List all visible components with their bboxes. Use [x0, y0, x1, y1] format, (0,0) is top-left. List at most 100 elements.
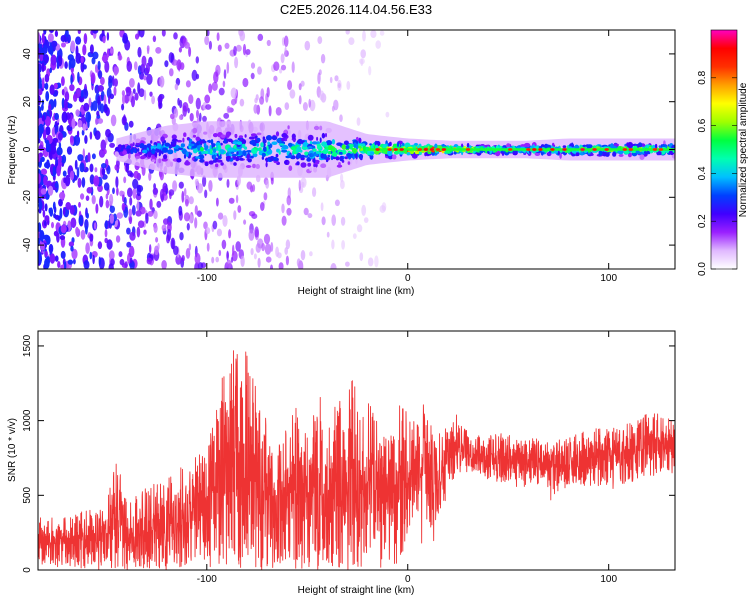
spectrogram-band-cell	[281, 149, 288, 153]
spectrogram-noise-cell	[239, 98, 245, 107]
spectrogram-band-cell	[246, 154, 250, 160]
spectrogram-noise-cell	[41, 99, 45, 106]
spectrogram-band-cell	[204, 146, 208, 151]
spectrogram-band-cell	[203, 131, 208, 135]
spectrogram-noise-cell	[43, 234, 50, 241]
spectrogram-noise-cell	[300, 250, 306, 261]
spectrogram-noise-cell	[257, 66, 262, 75]
spectrogram-band-cell	[139, 143, 145, 149]
spectrogram-band-peak	[465, 148, 471, 151]
spectrogram-noise-cell	[233, 45, 237, 56]
spectrogram-noise-cell	[326, 231, 330, 238]
spectrogram-noise-cell	[94, 167, 98, 173]
spectrogram-band-cell	[178, 147, 184, 150]
spectrogram-noise-cell	[105, 193, 109, 200]
spectrogram-band-cell	[351, 147, 356, 151]
spectrogram-noise-cell	[54, 182, 59, 188]
spectrogram-band-cell	[297, 138, 304, 145]
spectrogram-band-cell	[238, 157, 244, 161]
spectrogram-noise-cell	[103, 103, 108, 112]
spectrogram-noise-cell	[204, 94, 211, 104]
spectrogram-band-cell	[300, 162, 307, 168]
spectrogram-band-cell	[164, 143, 171, 147]
spectrogram-noise-cell	[191, 69, 198, 81]
spectrogram-noise-cell	[240, 255, 245, 267]
spectrogram-noise-cell	[97, 60, 101, 71]
spectrogram-band-peak	[423, 148, 428, 151]
snr-trace-layer	[38, 350, 675, 570]
spectrogram-band-cell	[658, 151, 662, 156]
spectrogram-noise-cell	[77, 71, 80, 83]
spectrogram-band-peak	[375, 148, 380, 151]
spectrogram-band-cell	[188, 143, 195, 147]
spectrogram-band-cell	[215, 145, 219, 151]
spectrogram-noise-cell	[74, 159, 78, 170]
spectrogram-noise-cell	[298, 179, 301, 191]
spectrogram-noise-cell	[128, 120, 134, 128]
spectrogram-band-cell	[220, 162, 224, 166]
colorbar: 0.0 0.2 0.4 0.6 0.8 Normalized spectral ampl…	[697, 29, 749, 276]
spectrogram-noise-cell	[86, 212, 89, 219]
spectrogram-noise-cell	[61, 154, 67, 164]
spectrogram-noise-cell	[205, 104, 212, 110]
spectrogram-band-cell	[171, 134, 177, 140]
spectrogram-noise-cell	[173, 245, 179, 256]
spectrogram-noise-cell	[202, 175, 207, 187]
spectrogram-band-cell	[335, 156, 340, 161]
spectrogram-band-peak	[604, 148, 609, 151]
spectrogram-band-cell	[487, 151, 490, 154]
spectrogram-noise-cell	[48, 103, 52, 112]
spectrogram-noise-cell	[45, 91, 50, 102]
spectrogram-noise-cell	[87, 119, 90, 128]
spectrogram-noise-cell	[222, 215, 228, 227]
spectrogram-band-cell	[275, 131, 280, 137]
spectrogram-noise-cell	[92, 30, 99, 34]
spectrogram-band-cell	[336, 164, 343, 168]
spectrogram-band-cell	[143, 144, 147, 150]
spectrogram-band-cell	[220, 142, 223, 146]
spectrogram-noise-cell	[137, 220, 145, 228]
spectrogram-x-tick-label: 100	[600, 273, 617, 284]
spectrogram-noise-cell	[49, 84, 55, 95]
spectrogram-noise-cell	[146, 45, 150, 52]
snr-x-tick-label: 0	[405, 574, 411, 585]
spectrogram-band-cell	[114, 151, 120, 158]
spectrogram-band-cell	[140, 137, 146, 141]
snr-x-ticks: -100 0 100	[197, 331, 617, 585]
spectrogram-band-cell	[643, 150, 650, 155]
spectrogram-noise-cell	[178, 205, 183, 216]
spectrogram-noise-cell	[285, 239, 291, 250]
spectrogram-noise-cell	[64, 174, 71, 187]
spectrogram-noise-cell	[131, 95, 135, 108]
spectrogram-noise-cell	[63, 98, 68, 110]
spectrogram-band-cell	[218, 150, 221, 156]
spectrogram-noise-cell	[280, 53, 285, 64]
spectrogram-noise-cell	[159, 169, 164, 181]
spectrogram-noise-cell	[284, 102, 290, 110]
spectrogram-noise-cell	[38, 95, 41, 106]
spectrogram-noise-cell	[168, 189, 175, 196]
spectrogram-noise-cell	[89, 131, 93, 140]
spectrogram-band-cell	[339, 155, 344, 162]
spectrogram-noise-cell	[217, 44, 222, 52]
spectrogram-noise-cell	[100, 103, 105, 114]
spectrogram-band-cell	[538, 146, 543, 149]
spectrogram-band-cell	[192, 147, 198, 154]
spectrogram-noise-cell	[184, 41, 190, 49]
spectrogram-band-cell	[256, 137, 261, 143]
spectrogram-band-cell	[195, 156, 201, 159]
spectrogram-band-cell	[161, 158, 168, 162]
spectrogram-noise-cell	[53, 82, 58, 90]
spectrogram-noise-cell	[145, 212, 149, 224]
spectrogram-noise-cell	[281, 215, 287, 226]
spectrogram-noise-cell	[308, 98, 312, 108]
spectrogram-noise-cell	[40, 168, 48, 176]
spectrogram-noise-cell	[38, 200, 43, 210]
spectrogram-band-cell	[177, 139, 182, 143]
spectrogram-band-cell	[523, 142, 531, 148]
colorbar-tick-label: 0.6	[697, 118, 708, 132]
spectrogram-noise-cell	[44, 73, 50, 83]
spectrogram-noise-cell	[69, 205, 75, 215]
spectrogram-band-cell	[313, 166, 318, 173]
